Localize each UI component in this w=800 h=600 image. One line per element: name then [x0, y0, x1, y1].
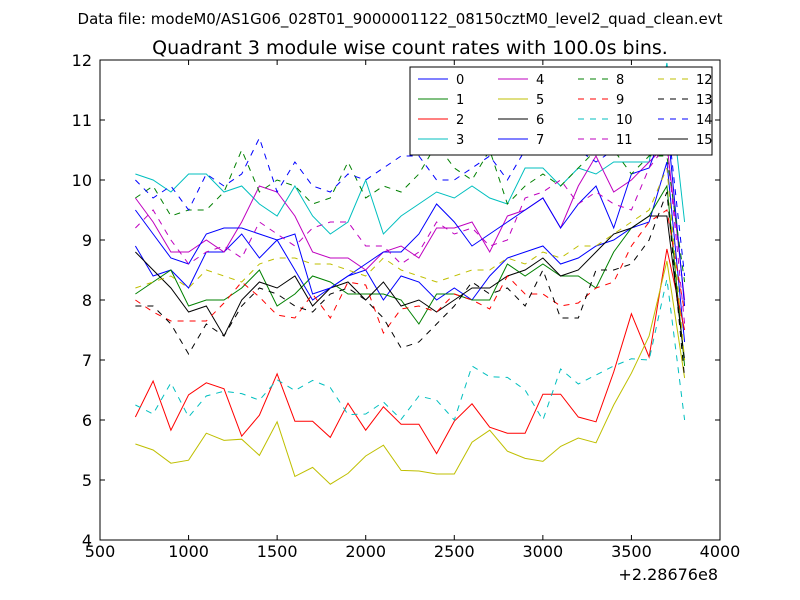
- x-tick-label: 4000: [700, 542, 741, 561]
- plot-area: [134, 62, 686, 485]
- series-line-7: [134, 119, 686, 307]
- y-tick-label: 11: [72, 111, 92, 130]
- legend-label-9: 9: [616, 93, 624, 108]
- x-tick-label: 1000: [168, 542, 209, 561]
- series-line-13: [135, 191, 686, 379]
- x-tick-label: 1500: [257, 542, 298, 561]
- legend-label-14: 14: [696, 113, 713, 128]
- series-line-14: [135, 112, 686, 277]
- legend-label-4: 4: [536, 73, 544, 88]
- series-line-4: [134, 142, 686, 301]
- y-tick-label: 4: [82, 531, 92, 550]
- legend-label-6: 6: [536, 113, 544, 128]
- legend-label-10: 10: [616, 113, 633, 128]
- series-line-2: [134, 248, 686, 455]
- series-line-10: [135, 278, 686, 422]
- legend-label-15: 15: [696, 133, 713, 148]
- x-offset-label: +2.28676e8: [618, 565, 718, 584]
- y-tick-label: 10: [72, 171, 92, 190]
- y-tick-label: 5: [82, 471, 92, 490]
- y-tick-label: 8: [82, 291, 92, 310]
- legend-label-12: 12: [696, 73, 713, 88]
- x-tick-label: 2000: [345, 542, 386, 561]
- x-tick-label: 3500: [611, 542, 652, 561]
- x-tick-label: 500: [85, 542, 116, 561]
- legend-label-8: 8: [616, 73, 624, 88]
- legend-label-7: 7: [536, 133, 544, 148]
- y-tick-label: 9: [82, 231, 92, 250]
- series-line-1: [135, 184, 686, 367]
- x-tick-label: 2500: [434, 542, 475, 561]
- x-tick-label: 3000: [522, 542, 563, 561]
- series-line-5: [135, 260, 686, 485]
- axis-ticks: 500 1000 1500 2000 2500 3000 3500 4000456789101…: [72, 51, 741, 561]
- legend-label-5: 5: [536, 93, 544, 108]
- series-line-12: [135, 167, 686, 361]
- legend-label-2: 2: [456, 113, 464, 128]
- legend-label-3: 3: [456, 133, 464, 148]
- chart-title: Quadrant 3 module wise count rates with …: [152, 37, 668, 59]
- y-tick-label: 12: [72, 51, 92, 70]
- legend-label-13: 13: [696, 93, 713, 108]
- legend-box: [409, 66, 713, 156]
- suptitle: Data file: modeM0/AS1G06_028T01_90000011…: [78, 10, 723, 29]
- series-line-9: [135, 209, 686, 335]
- series-line-0: [134, 161, 686, 343]
- y-tick-label: 6: [82, 411, 92, 430]
- series-line-8: [135, 143, 686, 283]
- series-line-6: [135, 215, 686, 361]
- legend-label-0: 0: [456, 73, 464, 88]
- series-line-3: [135, 62, 686, 235]
- legend-label-11: 11: [616, 133, 633, 148]
- legend-label-1: 1: [456, 93, 464, 108]
- series-line-11: [135, 142, 686, 325]
- y-tick-label: 7: [82, 351, 92, 370]
